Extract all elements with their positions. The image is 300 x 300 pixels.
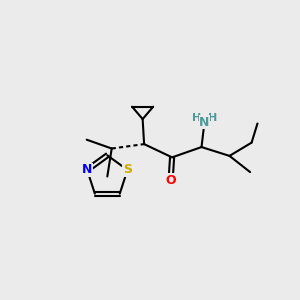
Text: S: S (123, 164, 132, 176)
Text: H: H (192, 113, 201, 124)
Text: H: H (208, 113, 217, 124)
Text: O: O (165, 174, 176, 187)
Text: N: N (199, 116, 210, 128)
Text: N: N (82, 164, 92, 176)
